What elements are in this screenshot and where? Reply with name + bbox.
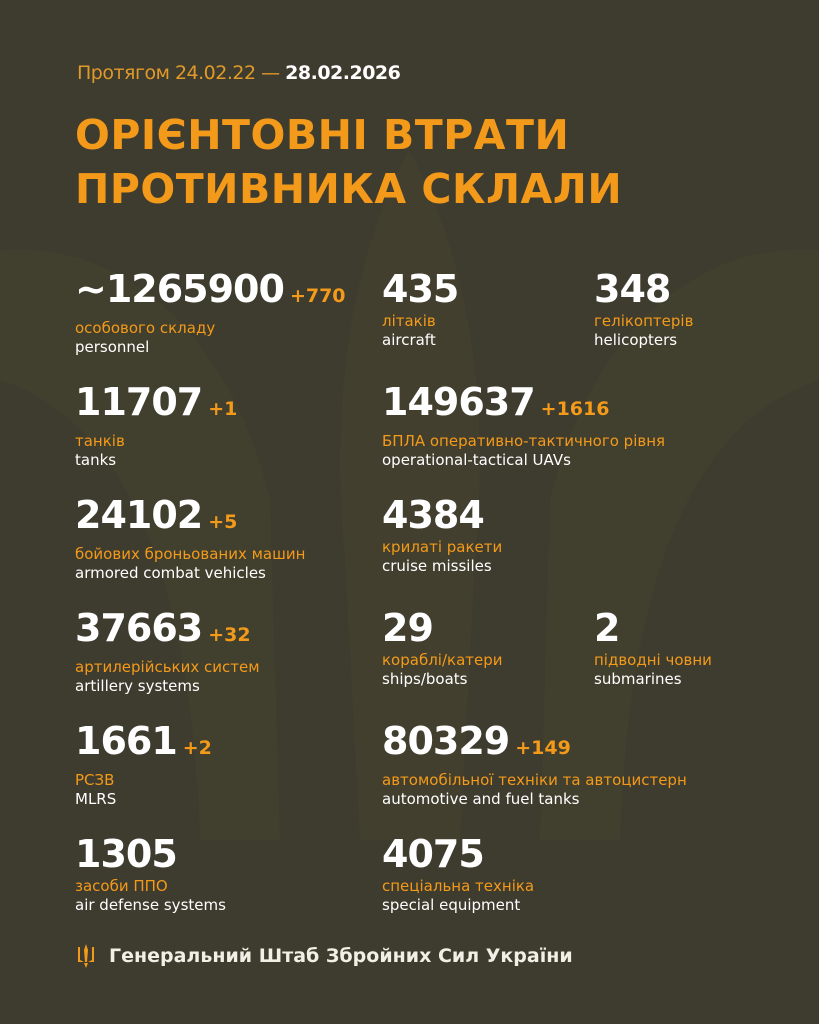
stat-label-ua: артилерійських систем [75, 658, 260, 676]
period-prefix: Протягом 24.02.22 — [77, 62, 280, 84]
stat-label-en: artillery systems [75, 677, 200, 695]
stat-number: 1661 [75, 719, 178, 763]
stat-value: 1305 [75, 833, 226, 875]
stat-value: 24102 +5 [75, 494, 305, 543]
title-line-2: ПРОТИВНИКА СКЛАЛИ [75, 165, 623, 213]
page-title: ОРІЄНТОВНІ ВТРАТИ ПРОТИВНИКА СКЛАЛИ [75, 108, 622, 216]
stat-cruise-missiles: 4384 крилаті ракети cruise missiles [382, 494, 502, 576]
stat-number: 37663 [75, 606, 203, 650]
stat-number: 24102 [75, 493, 203, 537]
stat-label-en: armored combat vehicles [75, 564, 266, 582]
stat-label-en: special equipment [382, 896, 521, 914]
stat-delta: +149 [515, 737, 571, 759]
stat-ships-boats: 29 кораблі/катери ships/boats [382, 607, 503, 689]
stat-delta: +770 [289, 285, 346, 307]
stat-number: ~1265900 [75, 267, 285, 311]
stat-submarines: 2 підводні човни submarines [594, 607, 712, 689]
stat-label-ua: бойових броньованих машин [75, 545, 306, 563]
stat-label-en: tanks [75, 451, 117, 469]
stat-label-en: personnel [75, 338, 150, 356]
stat-label-en: automotive and fuel tanks [382, 790, 580, 808]
stat-number: 2 [594, 606, 620, 650]
stat-armored-combat-vehicles: 24102 +5 бойових броньованих машин armore… [75, 494, 305, 583]
stat-number: 80329 [382, 719, 510, 763]
stat-delta: +1616 [540, 398, 610, 420]
period-label: Протягом 24.02.22 — 28.02.2026 [77, 62, 401, 84]
stat-value: 80329 +149 [382, 720, 687, 769]
stat-mlrs: 1661 +2 РСЗВ MLRS [75, 720, 212, 809]
stat-delta: +1 [208, 398, 238, 420]
stat-value: 149637 +1616 [382, 381, 665, 430]
stat-label-en: operational-tactical UAVs [382, 451, 571, 469]
period-date: 28.02.2026 [285, 62, 401, 84]
stat-value: 1661 +2 [75, 720, 212, 769]
stat-delta: +32 [208, 624, 251, 646]
stat-operational-tactical-uavs: 149637 +1616 БПЛА оперативно-тактичного р… [382, 381, 665, 470]
footer-text: Генеральний Штаб Збройних Сил України [109, 945, 573, 967]
stat-label-en: aircraft [382, 331, 436, 349]
stat-label-en: air defense systems [75, 896, 226, 914]
stat-label-ua: засоби ППО [75, 877, 168, 895]
stat-value: 4075 [382, 833, 534, 875]
stat-number: 149637 [382, 380, 536, 424]
stat-label-ua: танків [75, 432, 125, 450]
stat-value: 29 [382, 607, 503, 649]
stat-label-ua: крилаті ракети [382, 538, 503, 556]
stat-personnel: ~1265900 +770 особового складу personnel [75, 268, 346, 357]
stat-label-en: ships/boats [382, 670, 468, 688]
stat-value: 435 [382, 267, 459, 311]
stat-tanks: 11707 +1 танків tanks [75, 381, 237, 470]
stat-value: 4384 [382, 494, 502, 536]
stat-number: 435 [382, 267, 459, 311]
stat-number: 11707 [75, 380, 203, 424]
stat-label-ua: особового складу [75, 319, 216, 337]
stat-delta: +2 [182, 737, 212, 759]
stat-label-en: cruise missiles [382, 557, 492, 575]
stat-number: 4075 [382, 832, 485, 876]
stat-label-ua: РСЗВ [75, 771, 115, 789]
stat-number: 29 [382, 606, 434, 650]
stat-label-ua: БПЛА оперативно-тактичного рівня [382, 432, 666, 450]
stat-label-ua: кораблі/катери [382, 651, 503, 669]
stat-label-en: helicopters [594, 331, 678, 349]
stat-label-ua: спеціальна техніка [382, 877, 535, 895]
stat-label-ua: гелікоптерів [594, 312, 694, 330]
stat-special-equipment: 4075 спеціальна техніка special equipmen… [382, 833, 534, 915]
stat-value: 348 [594, 268, 693, 310]
stat-value: 11707 +1 [75, 381, 237, 430]
stat-label-ua: автомобільної техніки та автоцистерн [382, 771, 687, 789]
stat-label-en: submarines [594, 670, 682, 688]
stat-delta: +5 [208, 511, 238, 533]
stat-number: 4384 [382, 493, 485, 537]
trident-icon [78, 944, 94, 968]
title-line-1: ОРІЄНТОВНІ ВТРАТИ [75, 111, 570, 159]
stat-automotive-and-fuel-tanks: 80329 +149 автомобільної техніки та автоц… [382, 720, 687, 809]
stat-label-ua: літаків [382, 312, 436, 330]
stat-artillery-systems: 37663 +32 артилерійських систем artillery… [75, 607, 260, 696]
stat-value: 2 [594, 607, 712, 649]
stat-label-en: MLRS [75, 790, 117, 808]
stat-helicopters: 348 гелікоптерів helicopters [594, 268, 693, 350]
stat-label-ua: підводні човни [594, 651, 712, 669]
stat-aircraft: 435 літаків aircraft [382, 267, 459, 350]
stat-value: ~1265900 +770 [75, 268, 346, 317]
stat-value: 37663 +32 [75, 607, 260, 656]
stat-number: 348 [594, 267, 671, 311]
stat-number: 1305 [75, 832, 178, 876]
footer: Генеральний Штаб Збройних Сил України [77, 944, 573, 968]
stat-air-defense-systems: 1305 засоби ППО air defense systems [75, 833, 226, 915]
